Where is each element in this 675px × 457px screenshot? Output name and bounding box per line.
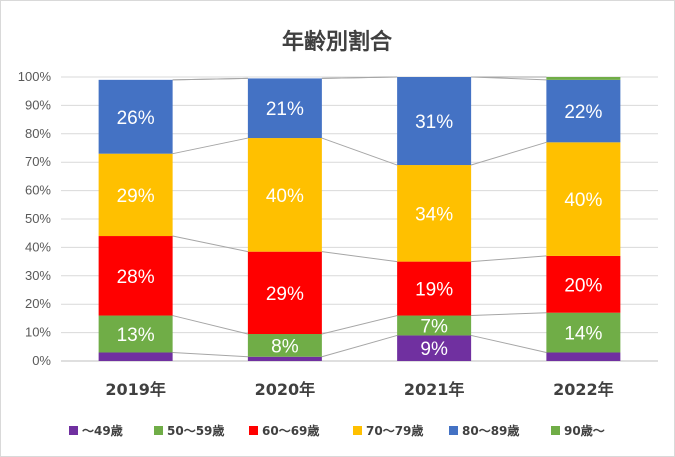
bar-segment (397, 77, 472, 166)
bar-segment (546, 77, 621, 80)
legend-label: 50～59歳 (167, 423, 224, 438)
data-label: 34% (415, 204, 453, 225)
series-line (321, 137, 398, 166)
series-line (172, 315, 248, 335)
x-tick-label: 2022年 (553, 380, 614, 399)
bar-segment (397, 315, 472, 336)
bar-segment (397, 165, 472, 262)
y-tick-label: 70% (25, 154, 51, 169)
bar-segment (546, 79, 621, 143)
y-tick-label: 50% (25, 211, 51, 226)
data-label: 28% (117, 267, 155, 288)
y-tick-label: 80% (25, 126, 51, 141)
legend-swatch (249, 426, 258, 435)
y-tick-label: 100% (18, 69, 52, 84)
bar-segment (247, 356, 322, 361)
legend-label: 90歳～ (564, 423, 605, 438)
y-tick-label: 10% (25, 325, 51, 340)
bar-segment (546, 142, 621, 256)
y-tick-label: 90% (25, 97, 51, 112)
y-tick-label: 40% (25, 239, 51, 254)
legend-swatch (449, 426, 458, 435)
legend-label: 60～69歳 (262, 423, 319, 438)
data-label: 40% (564, 190, 602, 211)
bar-segment (247, 78, 322, 139)
data-label: 29% (266, 284, 304, 305)
bar-segment (397, 335, 472, 361)
series-line (172, 351, 248, 358)
x-axis: 2019年 2020年 2021年 2022年 (105, 380, 613, 399)
bar-segment (546, 255, 621, 313)
bar-segment (98, 315, 173, 353)
bar-segment (247, 138, 322, 252)
series-line (321, 76, 398, 79)
data-label: 13% (117, 325, 155, 346)
bar-segment (546, 312, 621, 353)
series-line (321, 334, 398, 358)
bar-segment (98, 236, 173, 316)
bar-segment (98, 79, 173, 154)
series-line (321, 315, 398, 335)
series-line (471, 255, 547, 263)
bar-segment (546, 352, 621, 361)
data-label: 9% (420, 339, 448, 360)
series-line (172, 137, 248, 155)
bar-segment (98, 352, 173, 361)
legend-label: ～49歳 (82, 423, 123, 438)
legend-swatch (154, 426, 163, 435)
y-tick-label: 20% (25, 296, 51, 311)
series-line (470, 141, 547, 166)
data-label: 19% (415, 280, 453, 301)
data-label: 8% (271, 336, 299, 357)
legend: ～49歳 50～59歳 60～69歳 70～79歳 80～89歳 90歳～ (69, 423, 605, 438)
data-label: 31% (415, 112, 453, 133)
y-tick-label: 30% (25, 268, 51, 283)
chart-title: 年齢別割合 (282, 29, 393, 55)
series-line (471, 312, 547, 317)
data-label: 26% (117, 108, 155, 129)
y-axis: 0% 10% 20% 30% 40% 50% 60% 70% 80% 90% 100% (18, 69, 52, 368)
x-tick-label: 2020年 (255, 380, 316, 399)
data-labels: 13% 28% 29% 26% 8% 29% 40% 21% 9%7% 19% 34% 31% 14% 2… (117, 99, 603, 360)
legend-swatch (353, 426, 362, 435)
data-label: 7% (420, 317, 448, 338)
legend-swatch (551, 426, 560, 435)
series-connector-lines (172, 76, 547, 358)
legend-label: 70～79歳 (366, 423, 423, 438)
x-tick-label: 2021年 (404, 380, 465, 399)
legend-swatch (69, 426, 78, 435)
series-line (471, 334, 547, 353)
bars (98, 77, 621, 361)
y-tick-label: 60% (25, 183, 51, 198)
data-label: 14% (564, 324, 602, 345)
series-line (172, 235, 248, 253)
x-tick-label: 2019年 (105, 380, 166, 399)
data-label: 21% (266, 99, 304, 120)
data-label: 22% (564, 102, 602, 123)
y-tick-label: 0% (32, 353, 51, 368)
data-label: 40% (266, 186, 304, 207)
bar-segment (247, 251, 322, 335)
data-label: 29% (117, 186, 155, 207)
bar-segment (397, 261, 472, 316)
series-line (321, 251, 398, 263)
data-label: 20% (564, 275, 602, 296)
legend-label: 80～89歳 (462, 423, 519, 438)
bar-segment (98, 153, 173, 237)
bar-segment (247, 334, 322, 357)
series-line (172, 77, 248, 81)
